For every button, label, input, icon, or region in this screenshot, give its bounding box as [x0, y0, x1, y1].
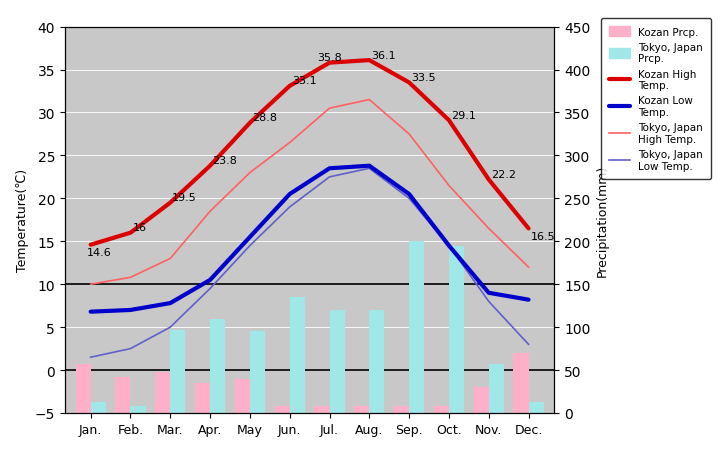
Text: 29.1: 29.1	[451, 110, 476, 120]
Bar	[171, 330, 186, 413]
Text: 35.8: 35.8	[318, 53, 342, 63]
Text: 22.2: 22.2	[491, 169, 516, 179]
Text: 16: 16	[132, 223, 146, 233]
Y-axis label: Precipitation(mm): Precipitation(mm)	[596, 164, 609, 276]
Bar	[449, 246, 464, 413]
Bar	[210, 319, 225, 413]
Bar	[330, 310, 345, 413]
Bar	[489, 364, 504, 413]
Bar	[115, 377, 130, 413]
Text: 23.8: 23.8	[212, 156, 237, 166]
Text: 14.6: 14.6	[86, 247, 112, 257]
Bar	[250, 332, 265, 413]
Bar	[354, 406, 369, 413]
Bar	[289, 297, 305, 413]
Bar	[235, 379, 250, 413]
Bar	[394, 406, 409, 413]
Bar	[130, 406, 145, 413]
Bar	[474, 387, 489, 413]
Y-axis label: Temperature(℃): Temperature(℃)	[16, 169, 29, 272]
Legend: Kozan Prcp., Tokyo, Japan
Prcp., Kozan High
Temp., Kozan Low
Temp., Tokyo, Japan: Kozan Prcp., Tokyo, Japan Prcp., Kozan H…	[600, 19, 711, 179]
Bar	[76, 364, 91, 413]
Bar	[528, 402, 544, 413]
Text: 33.5: 33.5	[411, 73, 436, 83]
Bar	[274, 406, 289, 413]
Bar	[369, 310, 384, 413]
Text: 28.8: 28.8	[252, 113, 277, 123]
Bar	[513, 353, 528, 413]
Text: 16.5: 16.5	[531, 231, 555, 241]
Bar	[433, 406, 449, 413]
Bar	[155, 372, 171, 413]
Bar	[409, 242, 424, 413]
Bar	[91, 402, 106, 413]
Text: 33.1: 33.1	[292, 76, 316, 86]
Text: 36.1: 36.1	[372, 50, 396, 61]
Text: 19.5: 19.5	[172, 193, 197, 202]
Bar	[195, 383, 210, 413]
Bar	[315, 406, 330, 413]
